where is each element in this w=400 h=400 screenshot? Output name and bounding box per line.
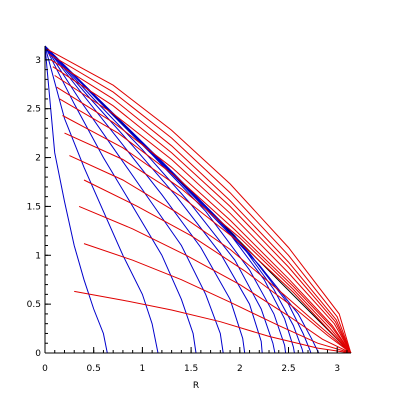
red-curve-13 — [48, 53, 352, 354]
y-tick-label: 2.5 — [27, 105, 41, 115]
red-curve-14 — [46, 48, 352, 354]
red-curve-3 — [78, 205, 352, 354]
blue-curve-6 — [44, 45, 263, 354]
y-tick-label: 0 — [35, 349, 41, 359]
y-tick-label: 1.5 — [27, 202, 41, 212]
blue-curve-9 — [44, 45, 295, 354]
x-tick-label: 3 — [334, 364, 340, 374]
red-curve-12 — [50, 59, 352, 354]
x-axis-label: R — [193, 381, 199, 391]
red-curve-11 — [52, 66, 352, 354]
red-curve-5 — [69, 155, 352, 354]
x-tick-label: 1.5 — [184, 364, 198, 374]
blue-curve-12 — [44, 45, 320, 354]
red-curve-6 — [64, 132, 352, 354]
x-ticks: 0 0.5 1 1.5 2 2.5 3 — [42, 347, 348, 374]
red-curve-1 — [74, 290, 351, 354]
y-tick-label: 1 — [35, 251, 41, 261]
red-curve-4 — [83, 179, 352, 354]
blue-curve-10 — [44, 45, 304, 354]
red-curve-9 — [56, 86, 352, 354]
x-tick-label: 1 — [140, 364, 146, 374]
x-tick-label: 0 — [42, 364, 48, 374]
x-tick-label: 0.5 — [87, 364, 101, 374]
blue-curve-7 — [44, 45, 276, 354]
y-tick-label: 2 — [35, 154, 41, 164]
y-ticks: 0 0.5 1 1.5 2 2.5 3 — [27, 49, 51, 359]
x-tick-label: 2 — [237, 364, 243, 374]
axes — [44, 46, 351, 354]
blue-curve-3 — [44, 45, 197, 354]
red-curve-8 — [59, 98, 352, 354]
red-curve-7 — [62, 115, 352, 354]
red-curve-2 — [83, 243, 351, 354]
y-tick-label: 0.5 — [27, 300, 41, 310]
red-curve-10 — [54, 75, 352, 354]
blue-curve-5 — [44, 45, 246, 354]
blue-curve-1 — [44, 46, 108, 354]
x-tick-label: 2.5 — [281, 364, 295, 374]
plot-lines — [44, 45, 352, 354]
blue-curve-2 — [44, 46, 159, 354]
y-tick-label: 3 — [35, 56, 41, 66]
